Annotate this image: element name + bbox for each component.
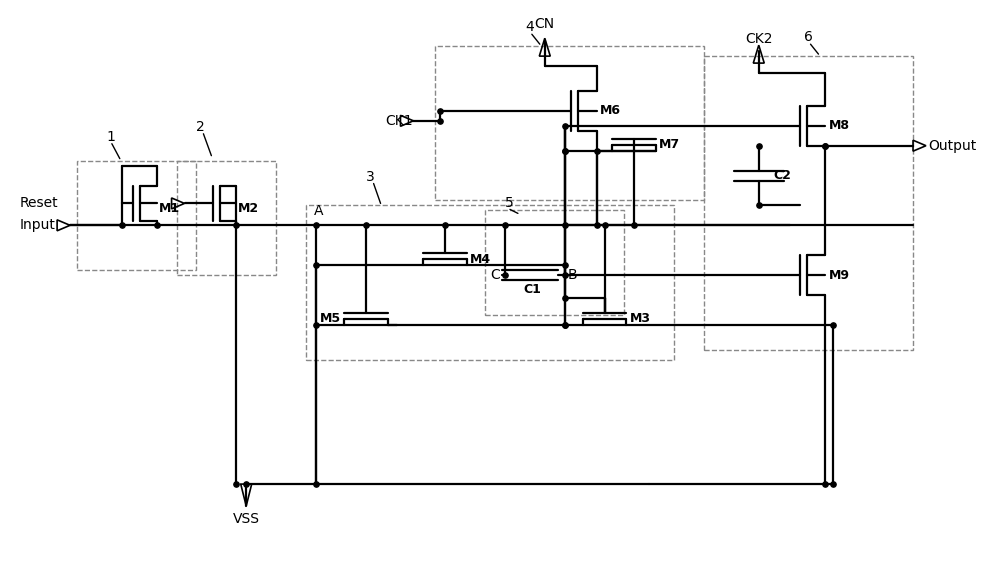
Text: VSS: VSS	[233, 512, 260, 526]
Text: 6: 6	[804, 30, 812, 44]
Text: B: B	[568, 268, 577, 282]
Text: M7: M7	[659, 138, 680, 151]
Text: 2: 2	[196, 120, 205, 134]
Text: A: A	[314, 204, 324, 218]
Text: M6: M6	[600, 104, 621, 118]
Bar	[77, 161, 196, 270]
Bar	[704, 56, 913, 350]
Text: 4: 4	[525, 20, 534, 35]
Text: C1: C1	[523, 283, 541, 296]
Bar	[435, 46, 704, 201]
Text: M2: M2	[238, 202, 259, 215]
Text: 1: 1	[107, 130, 116, 144]
Text: CN: CN	[535, 17, 555, 31]
Text: M4: M4	[470, 253, 491, 266]
Text: CK1: CK1	[386, 114, 413, 128]
Text: Output: Output	[928, 139, 976, 153]
Text: C2: C2	[774, 169, 792, 182]
Bar	[177, 161, 276, 275]
Text: Reset: Reset	[19, 197, 58, 211]
Text: M9: M9	[828, 269, 849, 281]
Text: M8: M8	[828, 119, 849, 132]
Text: 5: 5	[505, 197, 514, 211]
Text: 3: 3	[366, 170, 374, 184]
Text: M1: M1	[159, 202, 180, 215]
Text: M5: M5	[320, 312, 341, 325]
Text: Input: Input	[19, 218, 55, 232]
Bar	[306, 205, 674, 360]
Bar	[485, 211, 624, 315]
Text: CK2: CK2	[745, 32, 773, 46]
Text: C: C	[490, 268, 500, 282]
Text: M3: M3	[629, 312, 650, 325]
